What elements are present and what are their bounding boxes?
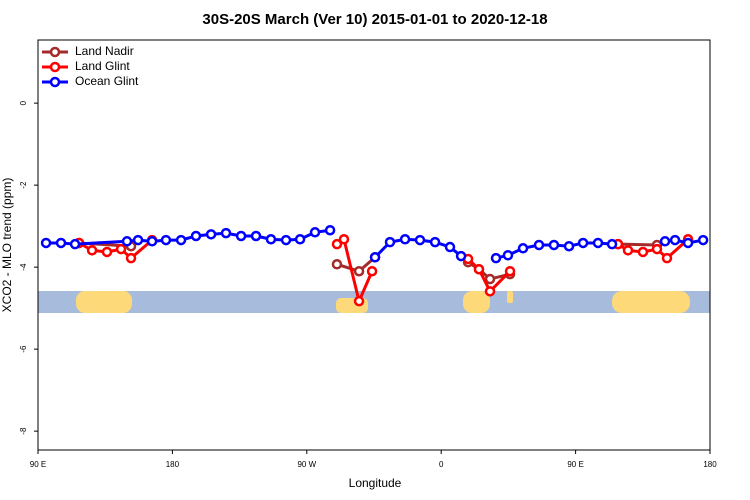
plot-frame — [37, 39, 711, 451]
x-tick-label: 0 — [439, 460, 444, 469]
x-tick-label: 90 E — [30, 460, 46, 469]
data-point — [160, 234, 172, 246]
data-point — [622, 245, 634, 256]
data-point — [324, 224, 336, 236]
data-point — [146, 236, 158, 247]
data-point — [69, 238, 81, 250]
data-point — [484, 286, 496, 297]
data-point — [86, 245, 98, 256]
data-point — [399, 234, 411, 245]
data-point — [384, 236, 396, 248]
legend-label: Land Glint — [75, 59, 130, 73]
data-point — [369, 252, 381, 263]
x-tick-label: 90 W — [297, 460, 316, 469]
data-point — [661, 252, 673, 264]
data-point — [429, 236, 441, 248]
ocean-band — [38, 291, 710, 313]
y-axis-label: XCO2 - MLO trend (ppm) — [0, 178, 14, 313]
data-point — [309, 227, 321, 238]
data-point — [484, 273, 496, 285]
legend-marker — [49, 76, 61, 88]
land-patch — [507, 291, 513, 303]
land-patch — [612, 291, 690, 313]
data-point — [504, 265, 516, 277]
y-tick-label: -8 — [19, 427, 28, 435]
x-axis-label: Longitude — [349, 476, 402, 490]
data-point — [220, 227, 232, 239]
y-tick-label: -6 — [19, 345, 28, 353]
data-point — [353, 295, 365, 307]
y-tick-label: -4 — [19, 263, 28, 271]
data-point — [115, 243, 127, 255]
data-point — [455, 250, 467, 262]
data-point — [40, 237, 52, 249]
data-point — [121, 236, 133, 247]
data-point — [669, 234, 681, 246]
x-tick-label: 90 E — [567, 460, 583, 469]
data-point — [366, 265, 378, 277]
y-tick-label: 0 — [19, 100, 28, 105]
data-point — [651, 243, 663, 255]
data-point — [473, 263, 485, 275]
y-tick-label: -2 — [19, 181, 28, 189]
series-line — [78, 236, 690, 306]
data-point — [265, 234, 277, 245]
data-point — [682, 237, 694, 249]
data-point — [563, 240, 575, 252]
data-point — [55, 237, 67, 249]
data-point — [205, 229, 217, 240]
land-patch — [463, 291, 490, 313]
data-point — [175, 234, 187, 246]
legend-label: Ocean Glint — [75, 74, 139, 88]
data-point — [606, 238, 618, 250]
data-point — [414, 234, 426, 246]
data-point — [697, 234, 709, 246]
data-point — [517, 243, 529, 254]
data-point — [637, 246, 649, 258]
data-point — [490, 252, 502, 264]
data-point — [444, 241, 456, 253]
data-point — [338, 234, 350, 245]
data-point — [235, 230, 247, 242]
data-point — [132, 234, 144, 246]
data-point — [294, 234, 306, 245]
x-tick-label: 180 — [703, 460, 717, 469]
legend-marker — [49, 46, 61, 58]
data-point — [280, 234, 292, 246]
data-point — [548, 239, 560, 251]
data-point — [592, 237, 604, 249]
legend-marker — [49, 61, 61, 73]
data-point — [250, 230, 262, 242]
data-point — [353, 265, 365, 277]
map-strip — [38, 291, 710, 313]
legend-label: Land Nadir — [75, 44, 134, 58]
data-point — [659, 236, 671, 247]
x-tick-label: 180 — [166, 460, 180, 469]
data-point — [125, 252, 137, 264]
data-point — [502, 250, 514, 261]
data-point — [331, 238, 343, 250]
data-point — [331, 259, 343, 270]
data-point — [190, 230, 202, 242]
data-point — [101, 246, 113, 258]
data-point — [533, 239, 545, 251]
data-point — [577, 237, 589, 249]
chart-title: 30S-20S March (Ver 10) 2015-01-01 to 202… — [202, 11, 547, 28]
land-patch — [76, 291, 132, 313]
